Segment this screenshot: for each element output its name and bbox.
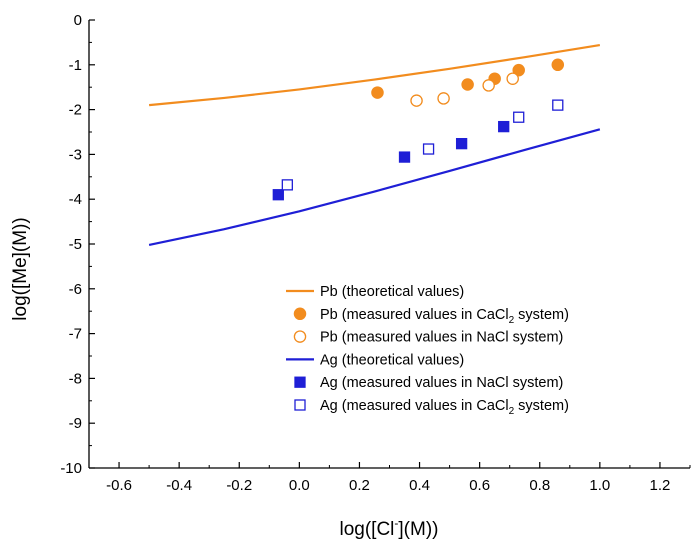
data-point-s4-3 [498,120,510,133]
legend-marker-4 [294,376,306,388]
x-tick-label: 0.4 [409,477,430,494]
y-tick-label: 0 [74,12,82,29]
legend-label-1: Pb (measured values in CaCl2 system) [320,307,569,326]
y-tick-label: -3 [69,146,82,163]
data-point-s4-1 [398,151,411,163]
legend-marker-1 [293,307,307,321]
x-tick-label: 0.2 [349,477,370,494]
data-point-s2-0 [410,94,423,107]
data-point-s5-2 [513,111,525,123]
data-point-s5-0 [281,179,293,191]
data-point-s4-2 [455,137,468,150]
x-tick-label: -0.6 [106,477,132,494]
axes: 0 -1 -2 -3 -4 -5 -6 -7 -8 -9 -10 -0.6 -0.4 -0.2 0.0 0.2… [60,12,691,494]
y-tick-label: -4 [69,191,82,208]
x-tick-label: 0.0 [289,477,310,494]
series-line-3 [148,128,601,246]
x-tick-label: 1.2 [650,477,671,494]
legend-label-5: Ag (measured values in CaCl2 system) [320,398,569,417]
y-tick-label: -1 [69,57,82,74]
y-tick-label: -5 [69,236,82,253]
legend-label-4: Ag (measured values in NaCl system) [320,375,563,391]
y-tick-label: -9 [69,415,82,432]
x-tick-label: -0.2 [226,477,252,494]
data-point-s2-1 [437,92,450,105]
y-axis-title: log([Me](M)) [10,217,31,320]
data-point-s1-1 [461,78,474,91]
y-tick-label: -6 [69,281,82,298]
data-point-s1-0 [371,86,384,99]
legend-label-2: Pb (measured values in NaCl system) [320,330,563,346]
x-tick-label: -0.4 [166,477,192,494]
x-tick-label: 1.0 [589,477,610,494]
x-tick-label: 0.6 [469,477,490,494]
y-tick-label: -2 [69,102,82,119]
legend-marker-5 [294,399,306,411]
x-axis-title: log([Cl-](M)) [340,516,439,540]
plot-area [148,44,601,246]
legend-label-0: Pb (theoretical values) [320,284,464,300]
series-line-0 [148,44,601,107]
data-point-s4-0 [272,189,284,201]
data-point-s1-4 [551,58,565,72]
y-tick-label: -10 [60,460,82,477]
legend: Pb (theoretical values) Pb (measured valu… [286,284,569,417]
legend-label-3: Ag (theoretical values) [320,352,464,368]
legend-marker-2 [293,330,307,343]
data-point-s2-2 [482,79,495,92]
data-point-s2-3 [506,72,519,85]
data-point-s1-3 [512,63,525,77]
x-tick-label: 0.8 [529,477,550,494]
y-tick-label: -8 [69,370,82,387]
data-point-s5-1 [422,143,435,155]
y-tick-label: -7 [69,326,82,343]
data-point-s5-3 [552,99,564,111]
